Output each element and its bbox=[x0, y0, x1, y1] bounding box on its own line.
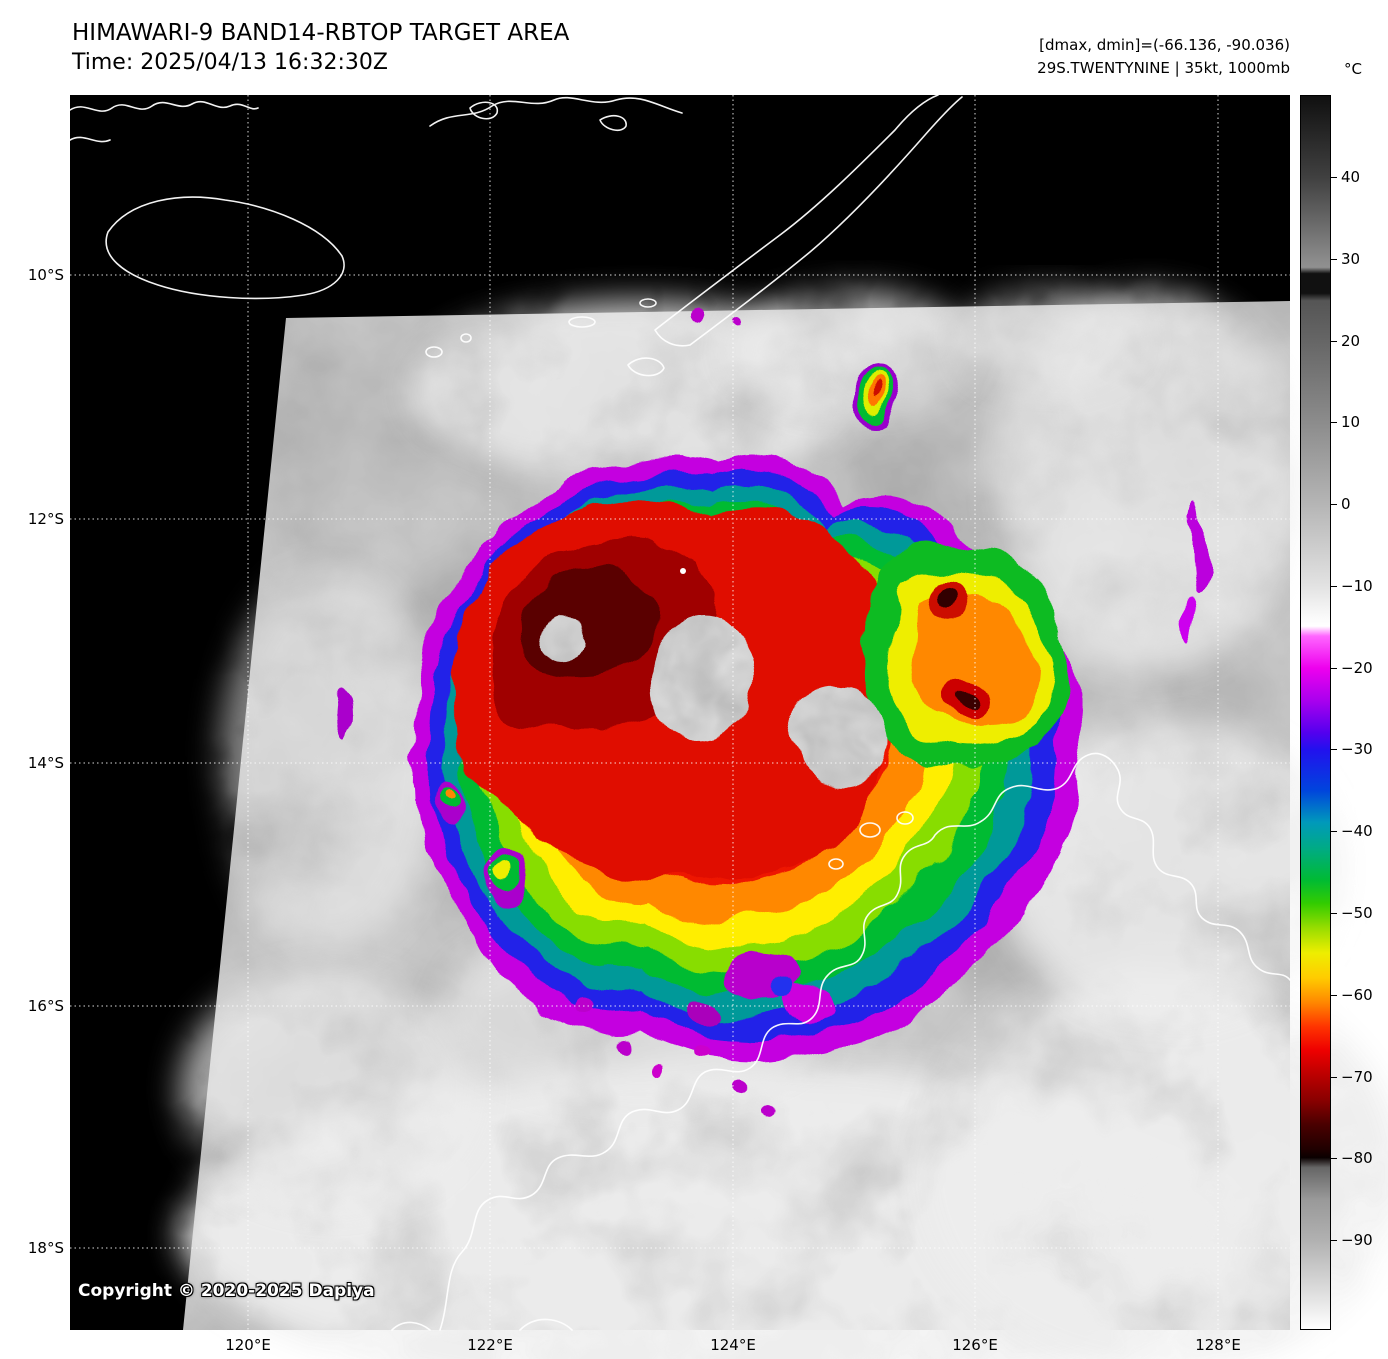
coastline-timor bbox=[654, 94, 963, 347]
colorbar-tick bbox=[1331, 504, 1337, 505]
lat-axis-label: 18°S bbox=[27, 1239, 64, 1257]
colorbar-tick-label: 30 bbox=[1341, 250, 1361, 268]
dmax-dmin-label: [dmax, dmin]=(-66.136, -90.036) bbox=[1039, 36, 1290, 54]
colorbar-tick-label: −30 bbox=[1341, 740, 1373, 758]
coastline-sumba bbox=[105, 196, 345, 300]
colorbar-tick bbox=[1331, 259, 1337, 260]
colorbar-tick bbox=[1331, 995, 1337, 996]
lon-axis-label: 122°E bbox=[467, 1336, 513, 1354]
colorbar-tick-label: −50 bbox=[1341, 904, 1373, 922]
header-right-block: [dmax, dmin]=(-66.136, -90.036) 29S.TWEN… bbox=[870, 34, 1290, 80]
colorbar-tick-label: 10 bbox=[1341, 413, 1361, 431]
timestamp-label: Time: 2025/04/13 16:32:30Z bbox=[72, 50, 388, 75]
colorbar-tick bbox=[1331, 831, 1337, 832]
colorbar-tick-label: −80 bbox=[1341, 1149, 1373, 1167]
colorbar-tick-label: −20 bbox=[1341, 659, 1373, 677]
colorbar-tick bbox=[1331, 341, 1337, 342]
lon-axis-label: 128°E bbox=[1195, 1336, 1241, 1354]
colorbar-tick bbox=[1331, 1077, 1337, 1078]
colorbar-tick-label: 40 bbox=[1341, 168, 1361, 186]
lon-axis-label: 124°E bbox=[710, 1336, 756, 1354]
dmin-marker-dot bbox=[680, 568, 686, 574]
lat-axis-label: 16°S bbox=[27, 997, 64, 1015]
grayscale-cloud-field bbox=[180, 290, 1388, 1359]
cold-cloud-specks bbox=[337, 306, 1205, 1121]
lat-axis-label: 14°S bbox=[27, 754, 64, 772]
colorbar-tick bbox=[1331, 177, 1337, 178]
colorbar-unit-label: °C bbox=[1344, 60, 1362, 78]
colorbar-tick-label: −40 bbox=[1341, 822, 1373, 840]
mini-storm-cell bbox=[849, 371, 901, 423]
warm-cloud-holes bbox=[540, 616, 885, 787]
coastline bbox=[69, 94, 1291, 1331]
colorbar-tick-label: −90 bbox=[1341, 1231, 1373, 1249]
colorbar-tick-label: −70 bbox=[1341, 1068, 1373, 1086]
colorbar-tick-label: 0 bbox=[1341, 495, 1351, 513]
page-title: HIMAWARI-9 BAND14-RBTOP TARGET AREA bbox=[72, 20, 570, 46]
colorbar-tick-label: 20 bbox=[1341, 332, 1361, 350]
colorbar-tick bbox=[1331, 749, 1337, 750]
storm-east-orange bbox=[907, 593, 1035, 730]
storm-overlay bbox=[337, 306, 1205, 1121]
colorbar-tick bbox=[1331, 586, 1337, 587]
coastline-australia bbox=[439, 752, 1291, 1331]
lat-axis-label: 12°S bbox=[27, 510, 64, 528]
colorbar-tick-label: −10 bbox=[1341, 577, 1373, 595]
colorbar-tick bbox=[1331, 422, 1337, 423]
lon-axis-label: 120°E bbox=[225, 1336, 271, 1354]
copyright-watermark: Copyright © 2020-2025 Dapiya bbox=[78, 1281, 375, 1301]
colorbar-tick bbox=[1331, 913, 1337, 914]
colorbar bbox=[1300, 95, 1331, 1330]
colorbar-tick bbox=[1331, 1240, 1337, 1241]
graticule bbox=[70, 95, 1290, 1330]
lon-axis-label: 126°E bbox=[952, 1336, 998, 1354]
colorbar-tick-label: −60 bbox=[1341, 986, 1373, 1004]
storm-info-label: 29S.TWENTYNINE | 35kt, 1000mb bbox=[1037, 59, 1290, 77]
colorbar-tick bbox=[1331, 668, 1337, 669]
lat-axis-label: 10°S bbox=[27, 266, 64, 284]
colorbar-tick bbox=[1331, 1158, 1337, 1159]
